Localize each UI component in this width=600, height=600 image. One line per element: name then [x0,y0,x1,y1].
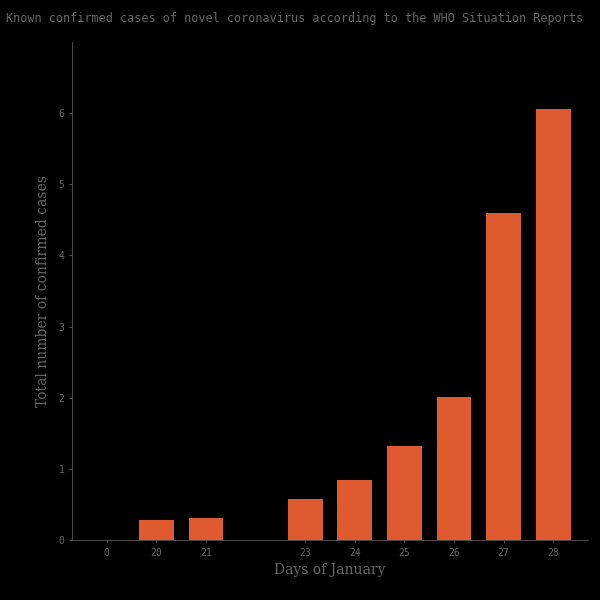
Bar [337,480,372,540]
Bar [188,518,223,540]
Bar [139,520,174,540]
Bar [288,499,323,540]
X-axis label: Days of January: Days of January [274,563,386,577]
Y-axis label: Total number of confirmed cases: Total number of confirmed cases [36,175,50,407]
Bar [437,397,472,540]
Bar [486,213,521,540]
Bar [536,109,571,540]
Bar [387,446,422,540]
Text: Known confirmed cases of novel coronavirus according to the WHO Situation Report: Known confirmed cases of novel coronavir… [6,12,583,25]
